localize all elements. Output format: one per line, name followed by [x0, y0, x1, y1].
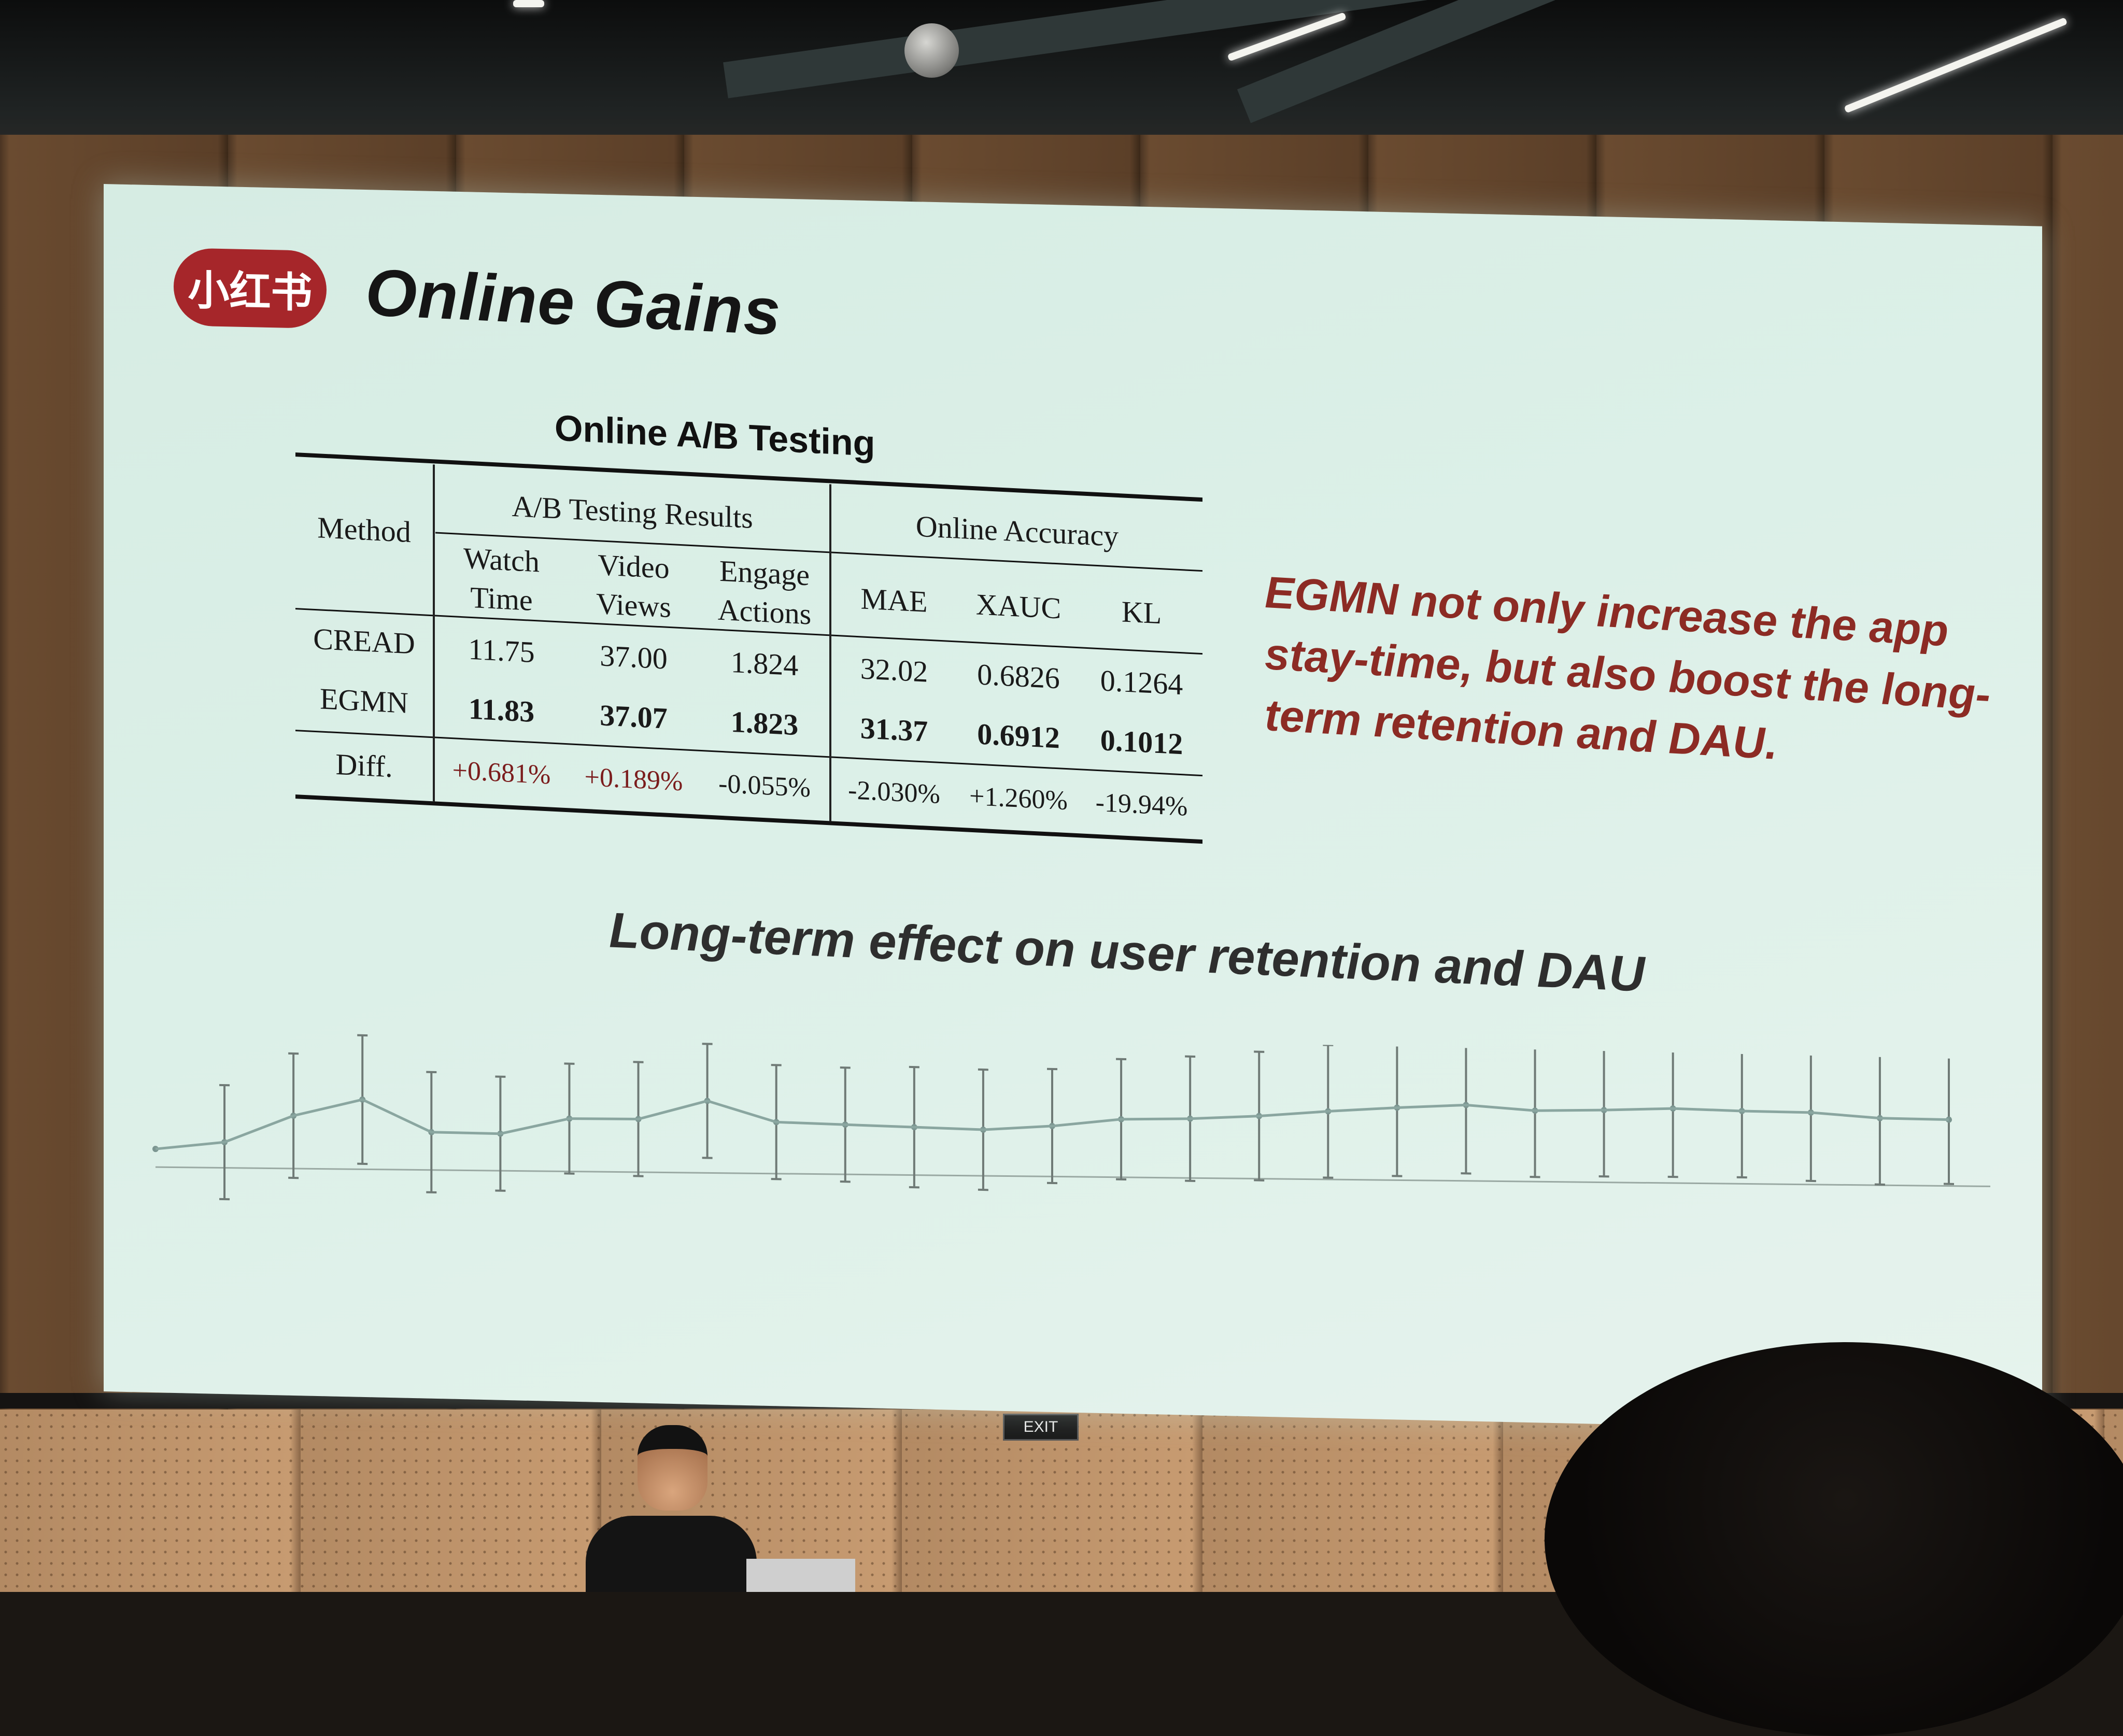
ceiling: [0, 0, 2123, 155]
col-xauc: XAUC: [956, 584, 1081, 629]
presenter: [586, 1425, 757, 1592]
retention-chart: [104, 1018, 2042, 1330]
cell-diff: +0.681%: [435, 752, 568, 794]
ab-testing-table: Method A/B Testing Results Online Accura…: [295, 452, 1202, 876]
col-watch-time: Watch Time: [435, 537, 568, 622]
cell-value: 1.823: [700, 701, 829, 746]
table-top-rule: [295, 452, 1202, 502]
cell-value: 0.6912: [956, 714, 1081, 759]
presenter-head: [638, 1425, 707, 1511]
table-caption: Online A/B Testing: [555, 407, 875, 464]
col-kl: KL: [1081, 590, 1202, 635]
cell-value: 32.02: [832, 648, 956, 693]
chart-title: Long-term effect on user retention and D…: [609, 902, 1645, 1003]
cell-diff: -2.030%: [832, 772, 956, 814]
cell-diff: +1.260%: [956, 778, 1081, 820]
header-online-group: Online Accuracy: [832, 503, 1202, 560]
slide-title: Online Gains: [365, 254, 781, 350]
col-engage-actions: Engage Actions: [700, 550, 829, 635]
cell-value: 0.6826: [956, 654, 1081, 699]
cell-value: 11.75: [435, 628, 568, 674]
col-mae: MAE: [832, 578, 956, 623]
header-method: Method: [295, 507, 433, 553]
ceiling-light: [1844, 17, 2068, 113]
ceiling-camera: [904, 23, 959, 78]
row-method: Diff.: [295, 743, 433, 789]
cell-value: 0.1012: [1081, 719, 1202, 764]
cell-diff: -19.94%: [1081, 784, 1202, 825]
cell-value: 0.1264: [1081, 660, 1202, 705]
header-ab-group: A/B Testing Results: [435, 483, 829, 542]
cell-diff: -0.055%: [700, 765, 829, 807]
exit-sign: EXIT: [1003, 1414, 1079, 1441]
table-vline: [829, 484, 831, 821]
cell-diff: +0.189%: [568, 759, 700, 800]
audience-head: [1545, 1342, 2123, 1736]
cell-value: 31.37: [832, 707, 956, 752]
row-method: EGMN: [295, 678, 433, 724]
brand-logo: 小红书: [174, 248, 327, 329]
ceiling-light: [513, 0, 544, 7]
ceiling-beam: [1237, 0, 2020, 123]
cell-value: 37.07: [568, 694, 700, 739]
cell-value: 37.00: [568, 634, 700, 680]
cell-value: 11.83: [435, 688, 568, 733]
projected-slide: 小红书 Online Gains Online A/B Testing Meth…: [104, 184, 2042, 1434]
presenter-body: [586, 1516, 757, 1592]
cell-value: 1.824: [700, 641, 829, 687]
row-method: CREAD: [295, 618, 433, 664]
side-note: EGMN not only increase the app stay-time…: [1265, 562, 1990, 787]
col-video-views: Video Views: [568, 544, 700, 628]
table-vline: [433, 464, 435, 801]
laptop: [746, 1559, 855, 1592]
